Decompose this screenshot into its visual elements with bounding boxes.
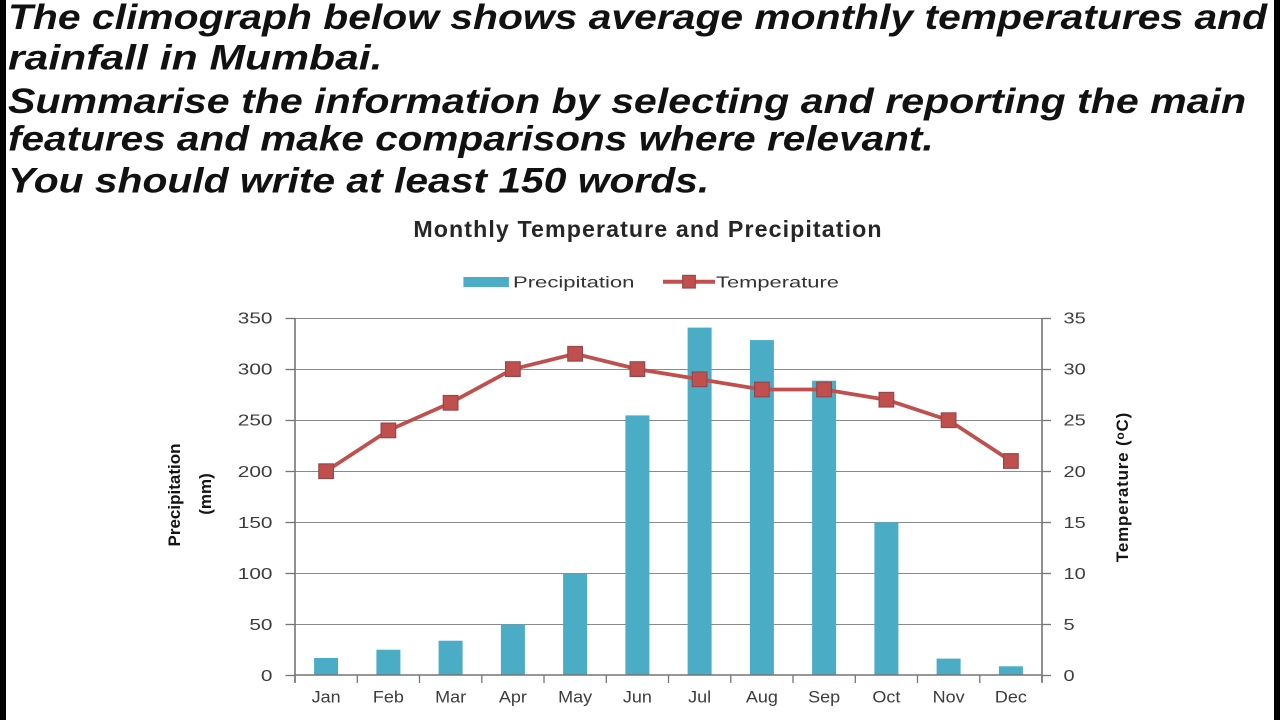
svg-text:30: 30 xyxy=(1064,360,1086,378)
svg-text:Feb: Feb xyxy=(373,687,404,706)
svg-text:Summarise the information by s: Summarise the information by selecting a… xyxy=(8,82,1246,121)
svg-text:Jun: Jun xyxy=(623,687,652,706)
svg-text:5: 5 xyxy=(1064,616,1075,634)
svg-text:Oct: Oct xyxy=(872,687,900,706)
svg-text:Temperature (oC): Temperature (oC) xyxy=(1113,412,1132,562)
svg-text:Mar: Mar xyxy=(435,687,466,706)
svg-text:Nov: Nov xyxy=(933,687,965,706)
svg-text:You should write at least 150: You should write at least 150 words. xyxy=(8,162,709,201)
svg-text:100: 100 xyxy=(238,564,273,582)
svg-text:Aug: Aug xyxy=(746,687,778,706)
svg-text:Dec: Dec xyxy=(995,687,1027,706)
svg-text:Monthly Temperature and Precip: Monthly Temperature and Precipitation xyxy=(413,216,882,242)
svg-text:May: May xyxy=(558,687,592,706)
svg-text:250: 250 xyxy=(238,411,273,429)
svg-text:20: 20 xyxy=(1064,463,1086,481)
svg-text:25: 25 xyxy=(1064,412,1086,430)
svg-text:10: 10 xyxy=(1064,565,1086,583)
svg-text:150: 150 xyxy=(238,513,273,531)
svg-text:350: 350 xyxy=(238,309,273,327)
svg-text:50: 50 xyxy=(249,615,272,633)
svg-text:Precipitation: Precipitation xyxy=(513,274,634,291)
svg-text:Temperature: Temperature xyxy=(716,274,839,292)
svg-text:Jan: Jan xyxy=(312,687,341,706)
svg-text:features and make comparisons: features and make comparisons where rele… xyxy=(8,120,934,159)
svg-text:300: 300 xyxy=(238,360,273,378)
svg-text:200: 200 xyxy=(238,462,273,480)
svg-text:Apr: Apr xyxy=(499,687,527,706)
svg-text:Sep: Sep xyxy=(808,687,840,706)
svg-text:0: 0 xyxy=(1064,667,1075,685)
svg-text:The climograph below shows ave: The climograph below shows average month… xyxy=(8,0,1268,37)
svg-text:35: 35 xyxy=(1064,309,1086,327)
svg-text:0: 0 xyxy=(261,666,273,684)
svg-text:Precipitation: Precipitation xyxy=(165,444,184,547)
svg-text:rainfall in Mumbai.: rainfall in Mumbai. xyxy=(8,39,383,78)
svg-text:(mm): (mm) xyxy=(196,473,215,515)
svg-text:Jul: Jul xyxy=(688,687,711,706)
svg-text:15: 15 xyxy=(1064,514,1086,532)
